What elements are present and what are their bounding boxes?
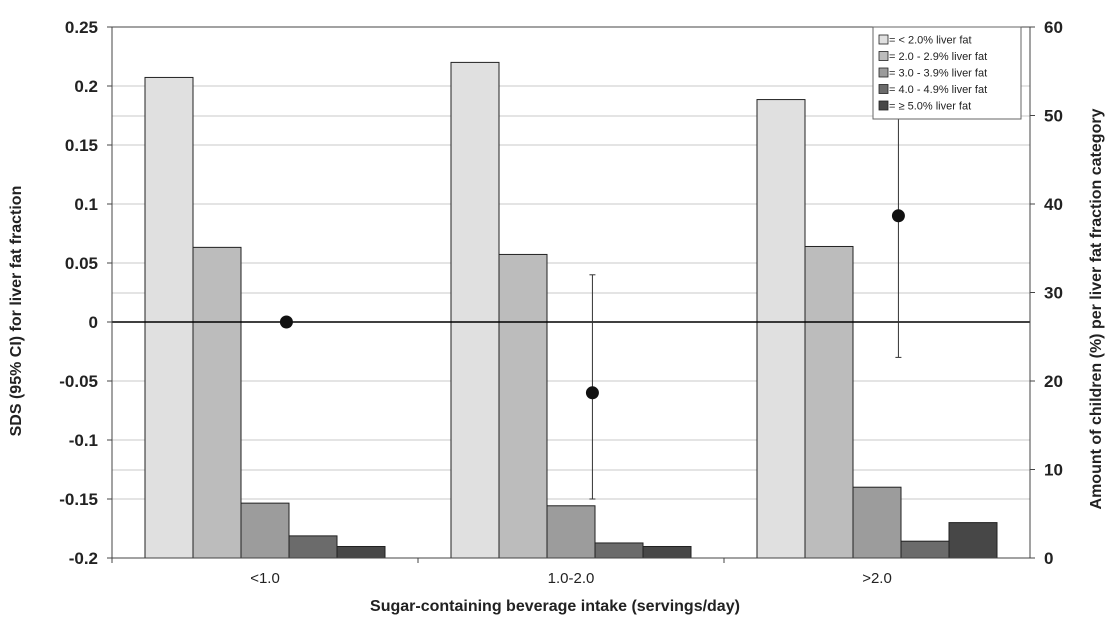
right-axis-title: Amount of children (%) per liver fat fra… (1088, 108, 1105, 509)
bar (948, 522, 998, 559)
left-tick-label: -0.2 (69, 549, 98, 568)
right-tick-label: 60 (1044, 18, 1063, 37)
legend-label: = 4.0 - 4.9% liver fat (889, 84, 987, 96)
left-tick-label: -0.15 (59, 490, 98, 509)
left-tick-label: 0.1 (74, 195, 98, 214)
legend-label: = 2.0 - 2.9% liver fat (889, 51, 987, 63)
legend-swatch (878, 51, 889, 61)
right-tick-label: 40 (1044, 195, 1063, 214)
bar (756, 99, 806, 559)
left-tick-label: 0.25 (65, 18, 98, 37)
category-label: <1.0 (250, 570, 280, 587)
right-axis-ticks: 0 10 20 30 40 50 60 (1030, 18, 1063, 568)
sds-point (585, 386, 599, 400)
left-axis-ticks: 0.25 0.2 0.15 0.1 0.05 0 -0.05 -0.1 -0.15 -0.2 (59, 18, 112, 568)
legend: = < 2.0% liver fat = 2.0 - 2.9% liver fat… (872, 26, 1022, 120)
legend-label: = 3.0 - 3.9% liver fat (889, 68, 987, 80)
left-axis-title: SDS (95% CI) for liver fat fraction (8, 186, 25, 437)
right-tick-label: 30 (1044, 284, 1063, 303)
right-tick-label: 20 (1044, 372, 1063, 391)
left-tick-label: 0.15 (65, 136, 98, 155)
category-label: 1.0-2.0 (548, 570, 595, 587)
bar (852, 486, 902, 559)
category-labels: <1.0 1.0-2.0 >2.0 (111, 558, 892, 587)
bar (240, 502, 290, 559)
legend-swatch (878, 84, 889, 94)
bar (498, 253, 548, 559)
left-tick-label: -0.1 (69, 431, 98, 450)
category-label: >2.0 (862, 570, 892, 587)
left-tick-label: -0.05 (59, 372, 98, 391)
left-tick-label: 0 (89, 313, 98, 332)
bar (144, 76, 194, 559)
bar (594, 542, 644, 559)
x-axis-title: Sugar-containing beverage intake (servin… (370, 598, 740, 615)
bar (546, 505, 596, 559)
bar (642, 545, 692, 559)
bar-series (144, 61, 998, 559)
bar (336, 545, 386, 559)
right-tick-label: 10 (1044, 461, 1063, 480)
left-tick-label: 0.05 (65, 254, 98, 273)
legend-label: = ≥ 5.0% liver fat (889, 101, 971, 113)
right-tick-label: 50 (1044, 107, 1063, 126)
legend-swatch (878, 34, 889, 45)
legend-label: = < 2.0% liver fat (889, 35, 972, 47)
bar (900, 540, 950, 559)
sds-point (891, 209, 905, 223)
right-tick-label: 0 (1044, 549, 1053, 568)
legend-swatch (878, 67, 889, 78)
bar (288, 535, 338, 559)
legend-box (872, 26, 1022, 120)
bar (804, 245, 854, 559)
legend-swatch (878, 100, 889, 111)
left-tick-label: 0.2 (74, 77, 98, 96)
bar (450, 61, 500, 559)
sds-point (279, 315, 293, 329)
bar (192, 246, 242, 559)
